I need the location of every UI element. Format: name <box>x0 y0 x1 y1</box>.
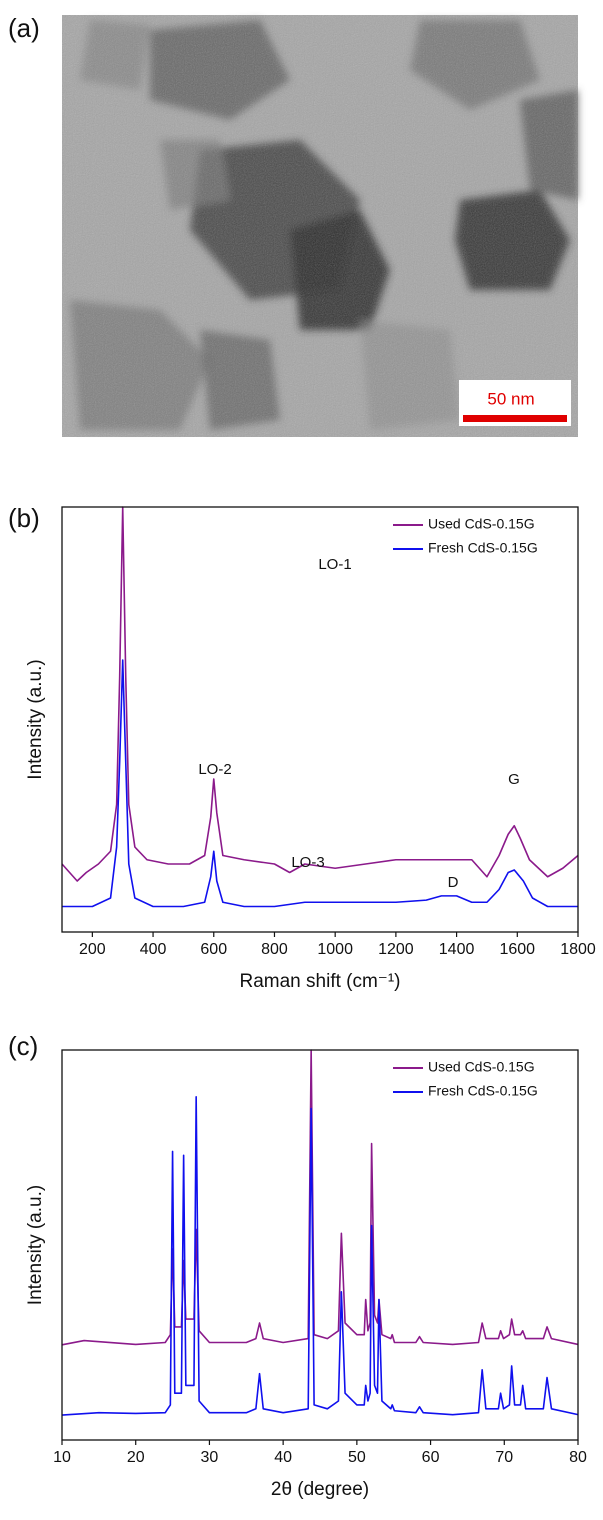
legend-label: Used CdS-0.15G <box>428 1059 535 1075</box>
x-tick-label: 10 <box>53 1449 71 1466</box>
x-tick-label: 600 <box>200 941 227 958</box>
x-tick-label: 20 <box>127 1449 145 1466</box>
x-tick-label: 400 <box>140 941 167 958</box>
x-tick-label: 1800 <box>560 941 596 958</box>
series-line <box>61 1096 579 1416</box>
x-tick-label: 1600 <box>499 941 535 958</box>
x-tick-label: 200 <box>79 941 106 958</box>
peak-annotation: LO-2 <box>198 761 231 778</box>
x-axis-label: Raman shift (cm⁻¹) <box>240 971 401 992</box>
tem-image <box>62 15 578 437</box>
panel-label: (b) <box>8 503 40 533</box>
x-tick-label: 30 <box>201 1449 219 1466</box>
peak-annotation: G <box>508 771 520 788</box>
scale-bar-label: 50 nm <box>487 389 534 408</box>
y-axis-label: Intensity (a.u.) <box>25 659 46 779</box>
x-tick-label: 60 <box>422 1449 440 1466</box>
peak-annotation: LO-1 <box>318 556 351 573</box>
legend-label: Fresh CdS-0.15G <box>428 540 538 556</box>
panel-label: (c) <box>8 1031 38 1061</box>
x-tick-label: 1000 <box>317 941 353 958</box>
x-tick-label: 1200 <box>378 941 414 958</box>
series-line <box>62 659 578 908</box>
x-tick-label: 80 <box>569 1449 587 1466</box>
plot-frame <box>61 506 579 933</box>
series-line <box>61 506 579 882</box>
x-tick-label: 40 <box>274 1449 292 1466</box>
x-tick-label: 1400 <box>439 941 475 958</box>
x-axis-label: 2θ (degree) <box>271 1479 369 1500</box>
x-tick-label: 50 <box>348 1449 366 1466</box>
panel-label: (a) <box>8 13 40 43</box>
y-axis-label: Intensity (a.u.) <box>25 1185 46 1305</box>
legend-label: Used CdS-0.15G <box>428 516 535 532</box>
x-tick-label: 70 <box>495 1449 513 1466</box>
peak-annotation: D <box>448 874 459 891</box>
plot-frame <box>61 1049 579 1441</box>
legend-label: Fresh CdS-0.15G <box>428 1083 538 1099</box>
peak-annotation: LO-3 <box>291 854 324 871</box>
series-line <box>61 1049 579 1346</box>
x-tick-label: 800 <box>261 941 288 958</box>
